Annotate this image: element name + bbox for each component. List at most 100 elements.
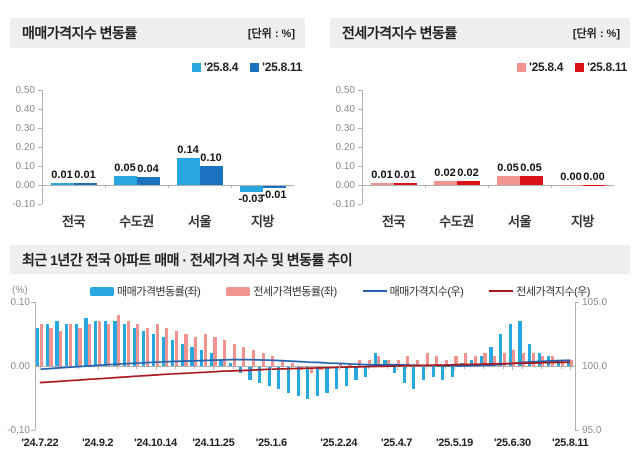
right-axis-line	[575, 302, 576, 430]
trend-bar	[531, 353, 535, 366]
trend-bar	[508, 324, 512, 366]
trend-bar	[306, 367, 310, 399]
trend-left-axis-unit: (%)	[12, 285, 28, 296]
trend-legend-label: 매매가격변동률(좌)	[117, 286, 201, 298]
legend-line-swatch-icon	[362, 290, 387, 292]
trend-bar	[136, 324, 140, 366]
y-axis-tick	[358, 109, 362, 110]
trend-bar	[213, 337, 217, 366]
trend-bar	[396, 359, 400, 366]
legend-label: '25.8.4	[204, 60, 239, 74]
trend-bar	[435, 356, 439, 366]
trend-bar	[49, 327, 53, 366]
trend-bar	[161, 337, 165, 366]
trend-bar	[344, 367, 348, 387]
trend-bar	[425, 353, 429, 366]
y-axis-tick	[38, 109, 42, 110]
trend-bar	[521, 353, 526, 366]
trend-bar	[280, 359, 285, 366]
trend-bar	[103, 321, 107, 366]
x-major-tick	[271, 366, 273, 370]
x-tick-label: '25.8.11	[552, 437, 589, 449]
y-tick-label: 0.50	[15, 85, 35, 96]
bar-value-label: -0.03	[238, 192, 264, 205]
trend-bar	[470, 359, 474, 366]
trend-bar	[473, 356, 477, 366]
y-axis-tick	[38, 166, 42, 167]
category-label: 전국	[382, 214, 405, 229]
y-axis-tick	[38, 90, 42, 91]
x-axis-tick	[425, 185, 426, 188]
index-line	[39, 361, 571, 384]
trend-bar	[454, 356, 458, 366]
trend-bar	[242, 346, 246, 366]
x-minor-tick	[521, 366, 523, 369]
left-axis-end-tick	[31, 302, 35, 303]
grouped-bar	[393, 183, 417, 185]
trend-bar	[286, 367, 291, 393]
trend-bar	[373, 353, 377, 366]
bar-value-label: 0.01	[394, 169, 416, 182]
legend-bar-swatch-icon	[90, 286, 115, 296]
x-minor-tick	[541, 366, 543, 369]
trend-bar	[174, 330, 178, 366]
trend-bar	[358, 359, 362, 366]
trend-bar	[116, 314, 121, 366]
left-axis-tick-label: 0.00	[10, 361, 30, 372]
trend-bar	[232, 343, 236, 366]
trend-bar	[415, 359, 420, 366]
bar-value-label: 0.01	[371, 169, 393, 182]
right-axis-end-tick	[575, 302, 579, 303]
trend-bar	[59, 330, 63, 366]
grouped-bar	[73, 183, 97, 185]
right-axis-end-tick	[575, 430, 579, 431]
bar-value-label: 0.14	[177, 144, 199, 157]
trend-bar	[489, 346, 493, 366]
trend-bar	[180, 343, 185, 366]
x-axis-tick	[105, 185, 106, 188]
x-major-tick	[570, 366, 572, 370]
x-major-tick	[512, 366, 514, 370]
grouped-bar	[496, 175, 520, 185]
y-axis-tick	[38, 128, 42, 129]
x-minor-tick	[174, 366, 176, 369]
y-axis-tick	[358, 128, 362, 129]
trend-bar	[325, 367, 329, 393]
trend-bar	[107, 324, 111, 366]
trend-bar	[464, 353, 468, 366]
category-label: 지방	[571, 214, 594, 229]
trend-bar	[84, 318, 88, 366]
y-tick-label: 0.20	[15, 142, 35, 153]
x-axis-tick	[488, 185, 489, 188]
trend-bar	[502, 353, 506, 366]
legend-swatch-icon	[192, 62, 202, 72]
grouped-bar	[582, 185, 606, 186]
grouped-bar	[176, 158, 200, 185]
category-label: 수도권	[119, 214, 154, 229]
x-minor-tick	[502, 366, 504, 369]
x-minor-tick	[425, 366, 427, 369]
trend-bar	[94, 321, 98, 366]
right-axis-tick-label: 95.0	[582, 425, 602, 436]
legend-label: '25.8.11	[587, 60, 627, 74]
trend-bar	[315, 367, 320, 396]
x-minor-tick	[194, 366, 196, 369]
y-tick-label: 0.10	[335, 161, 355, 172]
trend-bar	[499, 334, 503, 366]
x-minor-tick	[78, 366, 80, 369]
sale-panel-title: 매매가격지수 변동률	[22, 25, 137, 41]
trend-bar	[527, 343, 532, 366]
x-tick-label: '24.11.25	[192, 437, 235, 449]
trend-bar	[406, 356, 410, 366]
grouped-bar	[136, 177, 160, 185]
trend-bar	[165, 327, 169, 366]
trend-bar	[271, 356, 275, 366]
sale-change-bar-chart: 0.50 0.40 0.30 0.20 0.10 0.00 -0.10 전국 0.01 0.01 수…	[12, 85, 304, 230]
bar-value-label: 0.05	[497, 161, 519, 174]
y-axis-tick	[38, 204, 42, 205]
trend-bar	[88, 324, 92, 366]
y-axis-line	[42, 90, 43, 204]
grouped-bar	[262, 186, 286, 188]
trend-bar	[78, 327, 82, 366]
